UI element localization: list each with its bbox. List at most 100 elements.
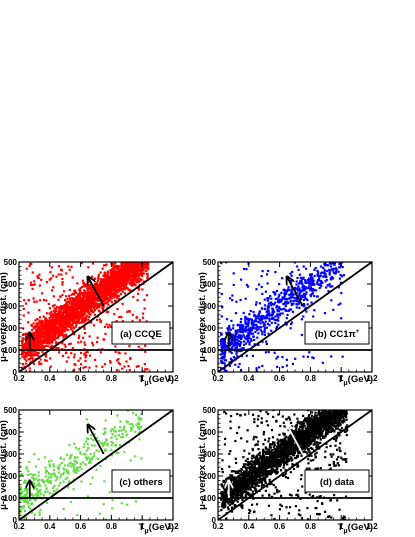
- data-point: [341, 266, 344, 269]
- data-point: [71, 312, 74, 315]
- data-point: [245, 354, 248, 357]
- data-point: [50, 324, 53, 327]
- data-point: [49, 323, 52, 327]
- data-point: [264, 351, 267, 354]
- data-point: [136, 269, 139, 272]
- y-tick-label: 200: [203, 324, 217, 333]
- data-point: [31, 347, 34, 351]
- data-point: [221, 339, 224, 342]
- data-point: [80, 312, 83, 315]
- data-point: [107, 291, 110, 294]
- data-point: [115, 279, 118, 282]
- data-point: [52, 329, 55, 332]
- data-point: [39, 488, 42, 491]
- data-point: [143, 370, 146, 372]
- data-point: [284, 304, 287, 308]
- x-tick-label: 0.4: [243, 374, 255, 383]
- data-point: [71, 329, 74, 332]
- data-point: [103, 280, 106, 283]
- data-point: [245, 469, 248, 472]
- data-point: [309, 286, 312, 289]
- data-point: [133, 262, 136, 264]
- data-point: [144, 368, 147, 371]
- data-point: [79, 315, 82, 319]
- data-point: [289, 327, 292, 330]
- data-point: [290, 303, 293, 306]
- data-point: [112, 262, 115, 266]
- data-point: [24, 480, 27, 483]
- data-point: [49, 271, 52, 274]
- data-point: [62, 305, 65, 308]
- data-point: [19, 513, 21, 516]
- data-point: [19, 508, 21, 511]
- data-point: [234, 363, 237, 366]
- data-point: [301, 277, 304, 280]
- data-point: [250, 339, 253, 342]
- data-point: [266, 308, 269, 311]
- data-point: [223, 370, 226, 372]
- y-tick-label: 400: [4, 280, 18, 289]
- data-point: [277, 313, 280, 316]
- data-point: [53, 319, 56, 322]
- data-point: [83, 327, 86, 330]
- data-point: [48, 312, 51, 315]
- data-point: [314, 289, 318, 292]
- data-point: [273, 303, 276, 306]
- data-point: [233, 339, 236, 342]
- data-point: [237, 324, 240, 327]
- data-point: [101, 292, 104, 295]
- data-point: [297, 302, 300, 305]
- data-point: [262, 315, 265, 318]
- data-point: [60, 315, 63, 318]
- data-point: [87, 266, 90, 269]
- data-point: [75, 471, 78, 474]
- data-point: [313, 268, 316, 271]
- data-point: [58, 306, 61, 309]
- data-point: [104, 449, 107, 452]
- data-point: [104, 288, 107, 291]
- x-tick-label: 0.8: [106, 374, 118, 383]
- data-point: [107, 287, 110, 290]
- data-point: [291, 362, 294, 365]
- data-point: [234, 331, 237, 334]
- data-point: [225, 359, 228, 362]
- data-point: [43, 479, 46, 482]
- data-point: [284, 309, 287, 312]
- data-point: [64, 345, 67, 348]
- data-point: [70, 306, 73, 309]
- data-point: [113, 313, 116, 316]
- data-point: [45, 353, 48, 356]
- data-point: [51, 493, 54, 496]
- data-point: [117, 297, 121, 301]
- data-point: [73, 293, 76, 296]
- data-point: [114, 281, 117, 285]
- data-point: [119, 269, 122, 272]
- data-point: [120, 279, 124, 282]
- data-point: [240, 437, 243, 440]
- data-point: [93, 299, 96, 303]
- data-point: [101, 297, 104, 300]
- data-point: [115, 368, 119, 372]
- data-point: [251, 354, 254, 357]
- data-point: [49, 337, 53, 340]
- data-point: [234, 470, 237, 473]
- data-point: [309, 283, 312, 286]
- data-point: [253, 327, 257, 330]
- data-point: [318, 275, 322, 278]
- data-point: [30, 493, 33, 496]
- data-point: [28, 351, 31, 354]
- data-point: [129, 268, 132, 271]
- scatter-points: [21, 262, 150, 372]
- data-point: [61, 293, 64, 297]
- data-point: [35, 477, 38, 480]
- data-point: [63, 315, 66, 318]
- x-tick-label: 1: [140, 374, 145, 383]
- data-point: [83, 301, 87, 305]
- data-point: [67, 486, 70, 489]
- data-point: [140, 457, 143, 460]
- data-point: [79, 363, 83, 366]
- data-point: [103, 281, 106, 285]
- data-point: [282, 474, 285, 477]
- data-point: [287, 288, 290, 291]
- data-point: [235, 352, 238, 355]
